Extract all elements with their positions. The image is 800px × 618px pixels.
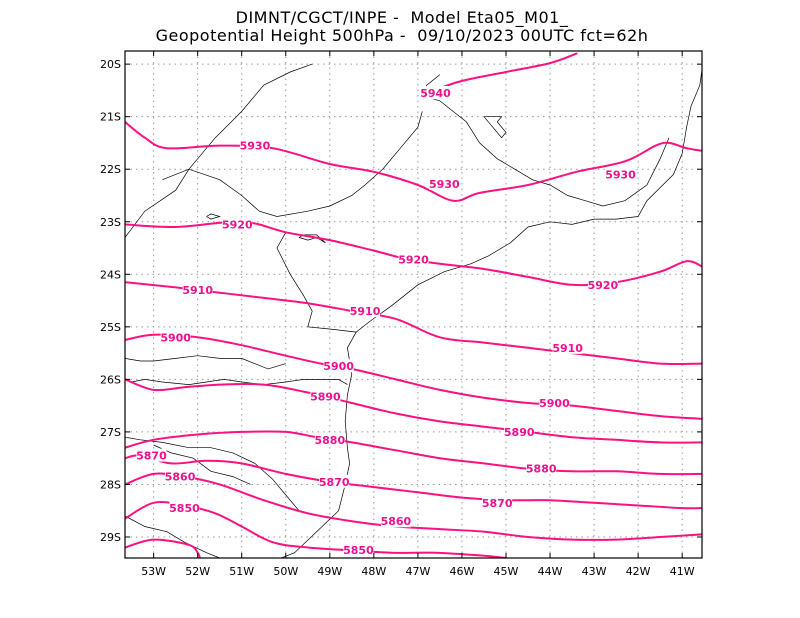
lat-tick-label: 25S bbox=[100, 321, 121, 334]
contour-label: 5870 bbox=[482, 497, 513, 510]
contour-5930 bbox=[125, 120, 702, 202]
contour-label: 5920 bbox=[222, 218, 253, 231]
lat-tick-label: 29S bbox=[100, 531, 121, 544]
contour-5870 bbox=[125, 454, 702, 510]
contour-label-bg bbox=[222, 217, 253, 231]
contour-label-bg bbox=[429, 176, 460, 190]
contour-labels: 5940 5930 5930 5930 5920 5920 5920 5910 5910 5910… bbox=[136, 86, 636, 557]
contour-label-bg bbox=[314, 432, 345, 446]
contour-label-bg bbox=[165, 469, 196, 483]
coastline bbox=[125, 355, 286, 370]
contour-5910 bbox=[125, 281, 702, 365]
contour-label: 5850 bbox=[169, 502, 200, 515]
contour-label-bg bbox=[380, 514, 411, 528]
contour-label: 5850 bbox=[343, 544, 374, 557]
lake-outline bbox=[206, 213, 221, 220]
contour-label: 5930 bbox=[429, 178, 460, 191]
contour-5940 bbox=[425, 52, 578, 94]
contour-label: 5860 bbox=[165, 471, 196, 484]
lon-tick-label: 45W bbox=[494, 565, 519, 578]
contour-label: 5930 bbox=[240, 140, 271, 153]
contour-label-bg bbox=[539, 396, 570, 410]
contour-label-bg bbox=[343, 543, 374, 557]
lat-tick-label: 28S bbox=[100, 478, 121, 491]
contour-5890 bbox=[125, 378, 702, 444]
contour-label: 5910 bbox=[552, 342, 583, 355]
contour-label: 5910 bbox=[182, 284, 213, 297]
contour-label-bg bbox=[169, 501, 200, 515]
coastline bbox=[153, 444, 251, 485]
lon-tick-label: 46W bbox=[450, 565, 475, 578]
coastline bbox=[162, 111, 423, 217]
lon-tick-label: 43W bbox=[582, 565, 607, 578]
contour-label: 5920 bbox=[588, 279, 619, 292]
lat-tick-label: 23S bbox=[100, 216, 121, 229]
coastlines bbox=[125, 63, 702, 558]
contour-label: 5940 bbox=[420, 87, 451, 100]
contour-label-bg bbox=[136, 448, 167, 462]
contour-5900 bbox=[125, 333, 702, 420]
lon-tick-label: 52W bbox=[185, 565, 210, 578]
plot-frame bbox=[124, 50, 703, 559]
coastline bbox=[421, 74, 670, 207]
lon-tick-label: 50W bbox=[273, 565, 298, 578]
contour-label: 5860 bbox=[381, 515, 412, 528]
contour-label: 5900 bbox=[539, 397, 570, 410]
lon-tick-label: 47W bbox=[405, 565, 430, 578]
contour-label: 5890 bbox=[504, 426, 535, 439]
coastline bbox=[125, 63, 313, 238]
contour-label: 5900 bbox=[323, 360, 354, 373]
lon-tick-label: 41W bbox=[670, 565, 695, 578]
lat-tick-label: 26S bbox=[100, 373, 121, 386]
contour-label: 5870 bbox=[136, 450, 167, 463]
contour-label: 5890 bbox=[310, 391, 341, 404]
coastline bbox=[125, 436, 322, 517]
lon-tick-label: 48W bbox=[361, 565, 386, 578]
lat-tick-label: 20S bbox=[100, 58, 121, 71]
lon-tick-label: 51W bbox=[229, 565, 254, 578]
contour-label-bg bbox=[182, 283, 213, 297]
contour-label: 5870 bbox=[319, 476, 350, 489]
contour-5880 bbox=[125, 430, 702, 476]
contour-label-bg bbox=[398, 252, 429, 266]
chart-title-line1: DIMNT/CGCT/INPE - Model Eta05_M01_ bbox=[235, 8, 569, 27]
chart-title-line2: Geopotential Height 500hPa - 09/10/2023 … bbox=[155, 26, 649, 45]
lat-tick-label: 22S bbox=[100, 163, 121, 176]
contour-label-bg bbox=[482, 495, 513, 509]
contour-label-bg bbox=[319, 474, 350, 488]
contour-label-bg bbox=[239, 138, 270, 152]
lon-tick-label: 42W bbox=[626, 565, 651, 578]
contour-label: 5880 bbox=[315, 434, 346, 447]
coastline bbox=[125, 515, 220, 558]
lon-tick-label: 49W bbox=[317, 565, 342, 578]
contour-label-bg bbox=[160, 330, 191, 344]
contour-label-bg bbox=[420, 86, 451, 100]
contour-label-bg bbox=[323, 359, 354, 373]
contour-label-bg bbox=[552, 340, 583, 354]
coastline bbox=[355, 69, 702, 333]
contour-label-bg bbox=[350, 304, 381, 318]
lat-tick-label: 24S bbox=[100, 268, 121, 281]
lat-tick-label: 21S bbox=[100, 111, 121, 124]
contour-label-bg bbox=[587, 277, 618, 291]
contour-5850 bbox=[125, 538, 201, 558]
lon-tick-label: 44W bbox=[538, 565, 563, 578]
axis-ticks: 20S 21S 22S 23S 24S 25S 26S 27S 28S 29S 53W 52W 51W 5… bbox=[100, 51, 702, 578]
contour-label: 5900 bbox=[160, 331, 191, 344]
coastline bbox=[131, 379, 348, 385]
lon-tick-label: 53W bbox=[141, 565, 166, 578]
lat-tick-label: 27S bbox=[100, 426, 121, 439]
contour-label: 5910 bbox=[350, 305, 381, 318]
contour-label-bg bbox=[310, 389, 341, 403]
contour-label-bg bbox=[605, 167, 636, 181]
contour-label: 5920 bbox=[398, 254, 429, 267]
contour-label: 5880 bbox=[526, 463, 557, 476]
contour-label: 5930 bbox=[605, 168, 636, 181]
contour-label-bg bbox=[526, 461, 557, 475]
lake-outline bbox=[483, 116, 507, 139]
contour-label-bg bbox=[504, 424, 535, 438]
